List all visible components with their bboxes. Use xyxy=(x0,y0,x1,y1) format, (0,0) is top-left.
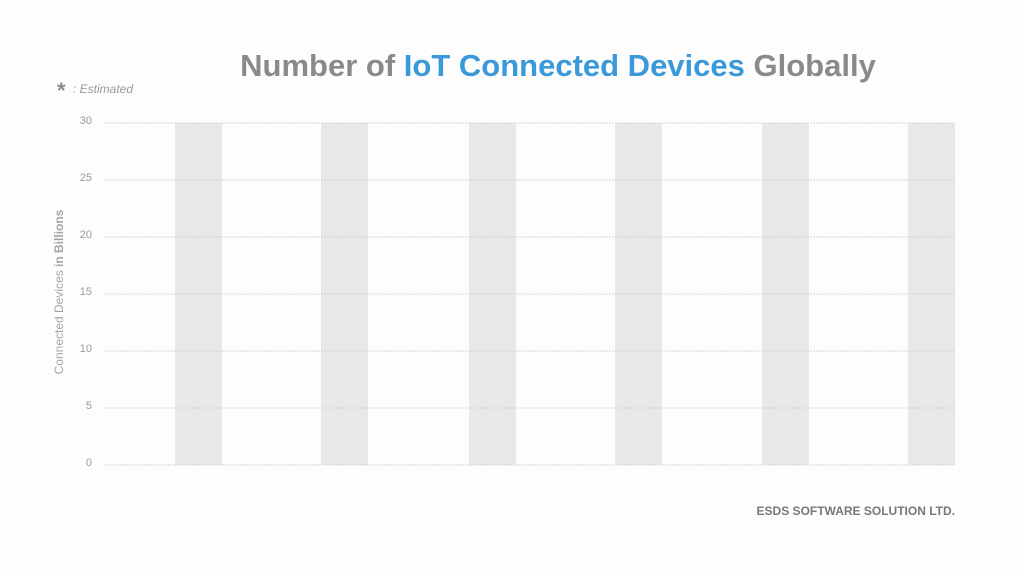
y-tick-label: 0 xyxy=(86,457,92,469)
footer: ESDS SOFTWARE SOLUTION LTD. xyxy=(757,504,955,518)
note-symbol: * xyxy=(57,78,66,103)
chart-title: Number of IoT Connected Devices Globally xyxy=(240,48,876,83)
y-label-part: Connected Devices xyxy=(52,267,66,374)
title-part: Globally xyxy=(745,48,877,83)
note-text: : Estimated xyxy=(73,82,133,96)
y-axis-label: Connected Devices in Billions xyxy=(52,209,66,374)
title-part: Number of xyxy=(240,48,404,83)
y-tick-label: 10 xyxy=(80,343,92,355)
y-tick-label: 5 xyxy=(86,400,92,412)
y-label-bold: in Billions xyxy=(52,209,66,267)
title-highlight: IoT Connected Devices xyxy=(404,48,745,83)
y-tick-label: 25 xyxy=(80,172,92,184)
y-tick-label: 30 xyxy=(80,115,92,127)
y-tick-label: 20 xyxy=(80,229,92,241)
y-tick-label: 15 xyxy=(80,286,92,298)
